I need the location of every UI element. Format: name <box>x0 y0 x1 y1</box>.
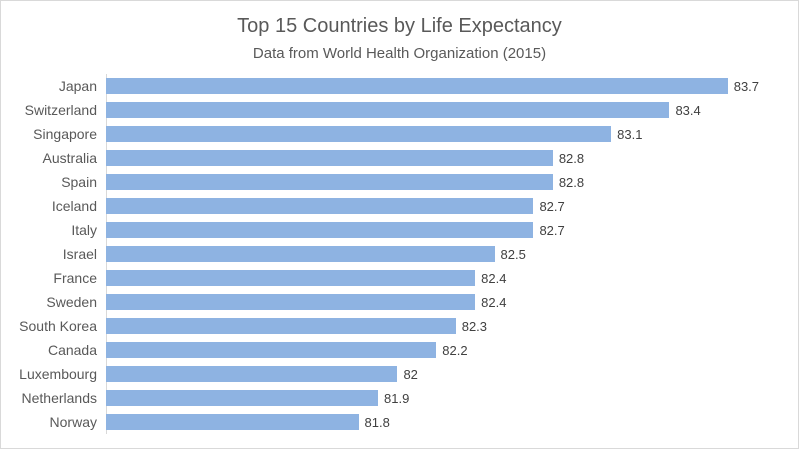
bar-track: 81.9 <box>106 390 786 406</box>
bar-row: Spain 82.8 <box>1 170 786 194</box>
bar-track: 82.8 <box>106 150 786 166</box>
category-label: Canada <box>47 342 97 358</box>
category-label: Netherlands <box>21 390 98 406</box>
category-label: Australia <box>42 150 97 166</box>
category-label: Japan <box>58 78 97 94</box>
value-label: 82.4 <box>481 270 507 286</box>
bar-row: Singapore 83.1 <box>1 122 786 146</box>
bar <box>106 102 670 118</box>
value-label: 83.7 <box>733 78 760 94</box>
bar <box>106 390 378 406</box>
value-label: 81.9 <box>384 390 410 406</box>
bar-track: 81.8 <box>106 414 786 430</box>
category-label: Spain <box>61 174 97 190</box>
value-label: 83.1 <box>617 126 643 142</box>
bar-row: Netherlands 81.9 <box>1 386 786 410</box>
bar-track: 82.7 <box>106 198 786 214</box>
category-label: Luxembourg <box>19 366 97 382</box>
bar <box>106 174 553 190</box>
bar <box>106 342 437 358</box>
bar <box>106 318 456 334</box>
bar-track: 82.4 <box>106 294 786 310</box>
bar-row: Israel 82.5 <box>1 242 786 266</box>
value-label: 82.7 <box>539 222 565 238</box>
bar-row: Iceland 82.7 <box>1 194 786 218</box>
category-label: Sweden <box>46 294 97 310</box>
bar <box>106 78 728 94</box>
category-label: Israel <box>62 246 97 262</box>
value-label: 81.8 <box>364 414 390 430</box>
bar-track: 82.3 <box>106 318 786 334</box>
bar <box>106 150 553 166</box>
category-label: Norway <box>49 414 97 430</box>
bar-row: Norway 81.8 <box>1 410 786 434</box>
bar <box>106 222 534 238</box>
category-label: Italy <box>71 222 97 238</box>
value-label: 82.8 <box>558 150 585 166</box>
value-label: 82.8 <box>558 174 585 190</box>
bar-row: Canada 82.2 <box>1 338 786 362</box>
bar-track: 83.7 <box>106 78 786 94</box>
bar <box>106 414 359 430</box>
bar-row: France 82.4 <box>1 266 786 290</box>
value-label: 82 <box>403 366 418 382</box>
chart-subtitle: Data from World Health Organization (201… <box>252 45 547 62</box>
category-label: South Korea <box>19 318 97 334</box>
value-label: 82.7 <box>539 198 565 214</box>
bar-row: Switzerland 83.4 <box>1 98 786 122</box>
chart-title: Top 15 Countries by Life Expectancy <box>237 15 562 37</box>
bar-track: 82.5 <box>106 246 786 262</box>
value-label: 82.3 <box>461 318 488 334</box>
bar <box>106 126 612 142</box>
category-label: Switzerland <box>24 102 97 118</box>
category-label: France <box>53 270 97 286</box>
bar <box>106 294 476 310</box>
category-label: Singapore <box>33 126 97 142</box>
value-label: 82.5 <box>500 246 526 262</box>
value-label: 82.4 <box>481 294 507 310</box>
bar-track: 82.4 <box>106 270 786 286</box>
plot-area: Japan 83.7 Switzerland 83.4 Singapore 83.1 Aus… <box>1 74 786 434</box>
bar <box>106 198 534 214</box>
value-label: 83.4 <box>675 102 701 118</box>
bar-track: 82.7 <box>106 222 786 238</box>
bar-track: 83.4 <box>106 102 786 118</box>
bar-row: Luxembourg 82 <box>1 362 786 386</box>
bar-row: Sweden 82.4 <box>1 290 786 314</box>
bar-track: 83.1 <box>106 126 786 142</box>
bar-track: 82.8 <box>106 174 786 190</box>
bar-row: Australia 82.8 <box>1 146 786 170</box>
bar <box>106 270 476 286</box>
bar-row: South Korea 82.3 <box>1 314 786 338</box>
bar-track: 82.2 <box>106 342 786 358</box>
value-label: 82.2 <box>442 342 468 358</box>
bar <box>106 366 398 382</box>
bar-row: Italy 82.7 <box>1 218 786 242</box>
bar-row: Japan 83.7 <box>1 74 786 98</box>
category-label: Iceland <box>51 198 97 214</box>
bar-track: 82 <box>106 366 786 382</box>
bar <box>106 246 495 262</box>
